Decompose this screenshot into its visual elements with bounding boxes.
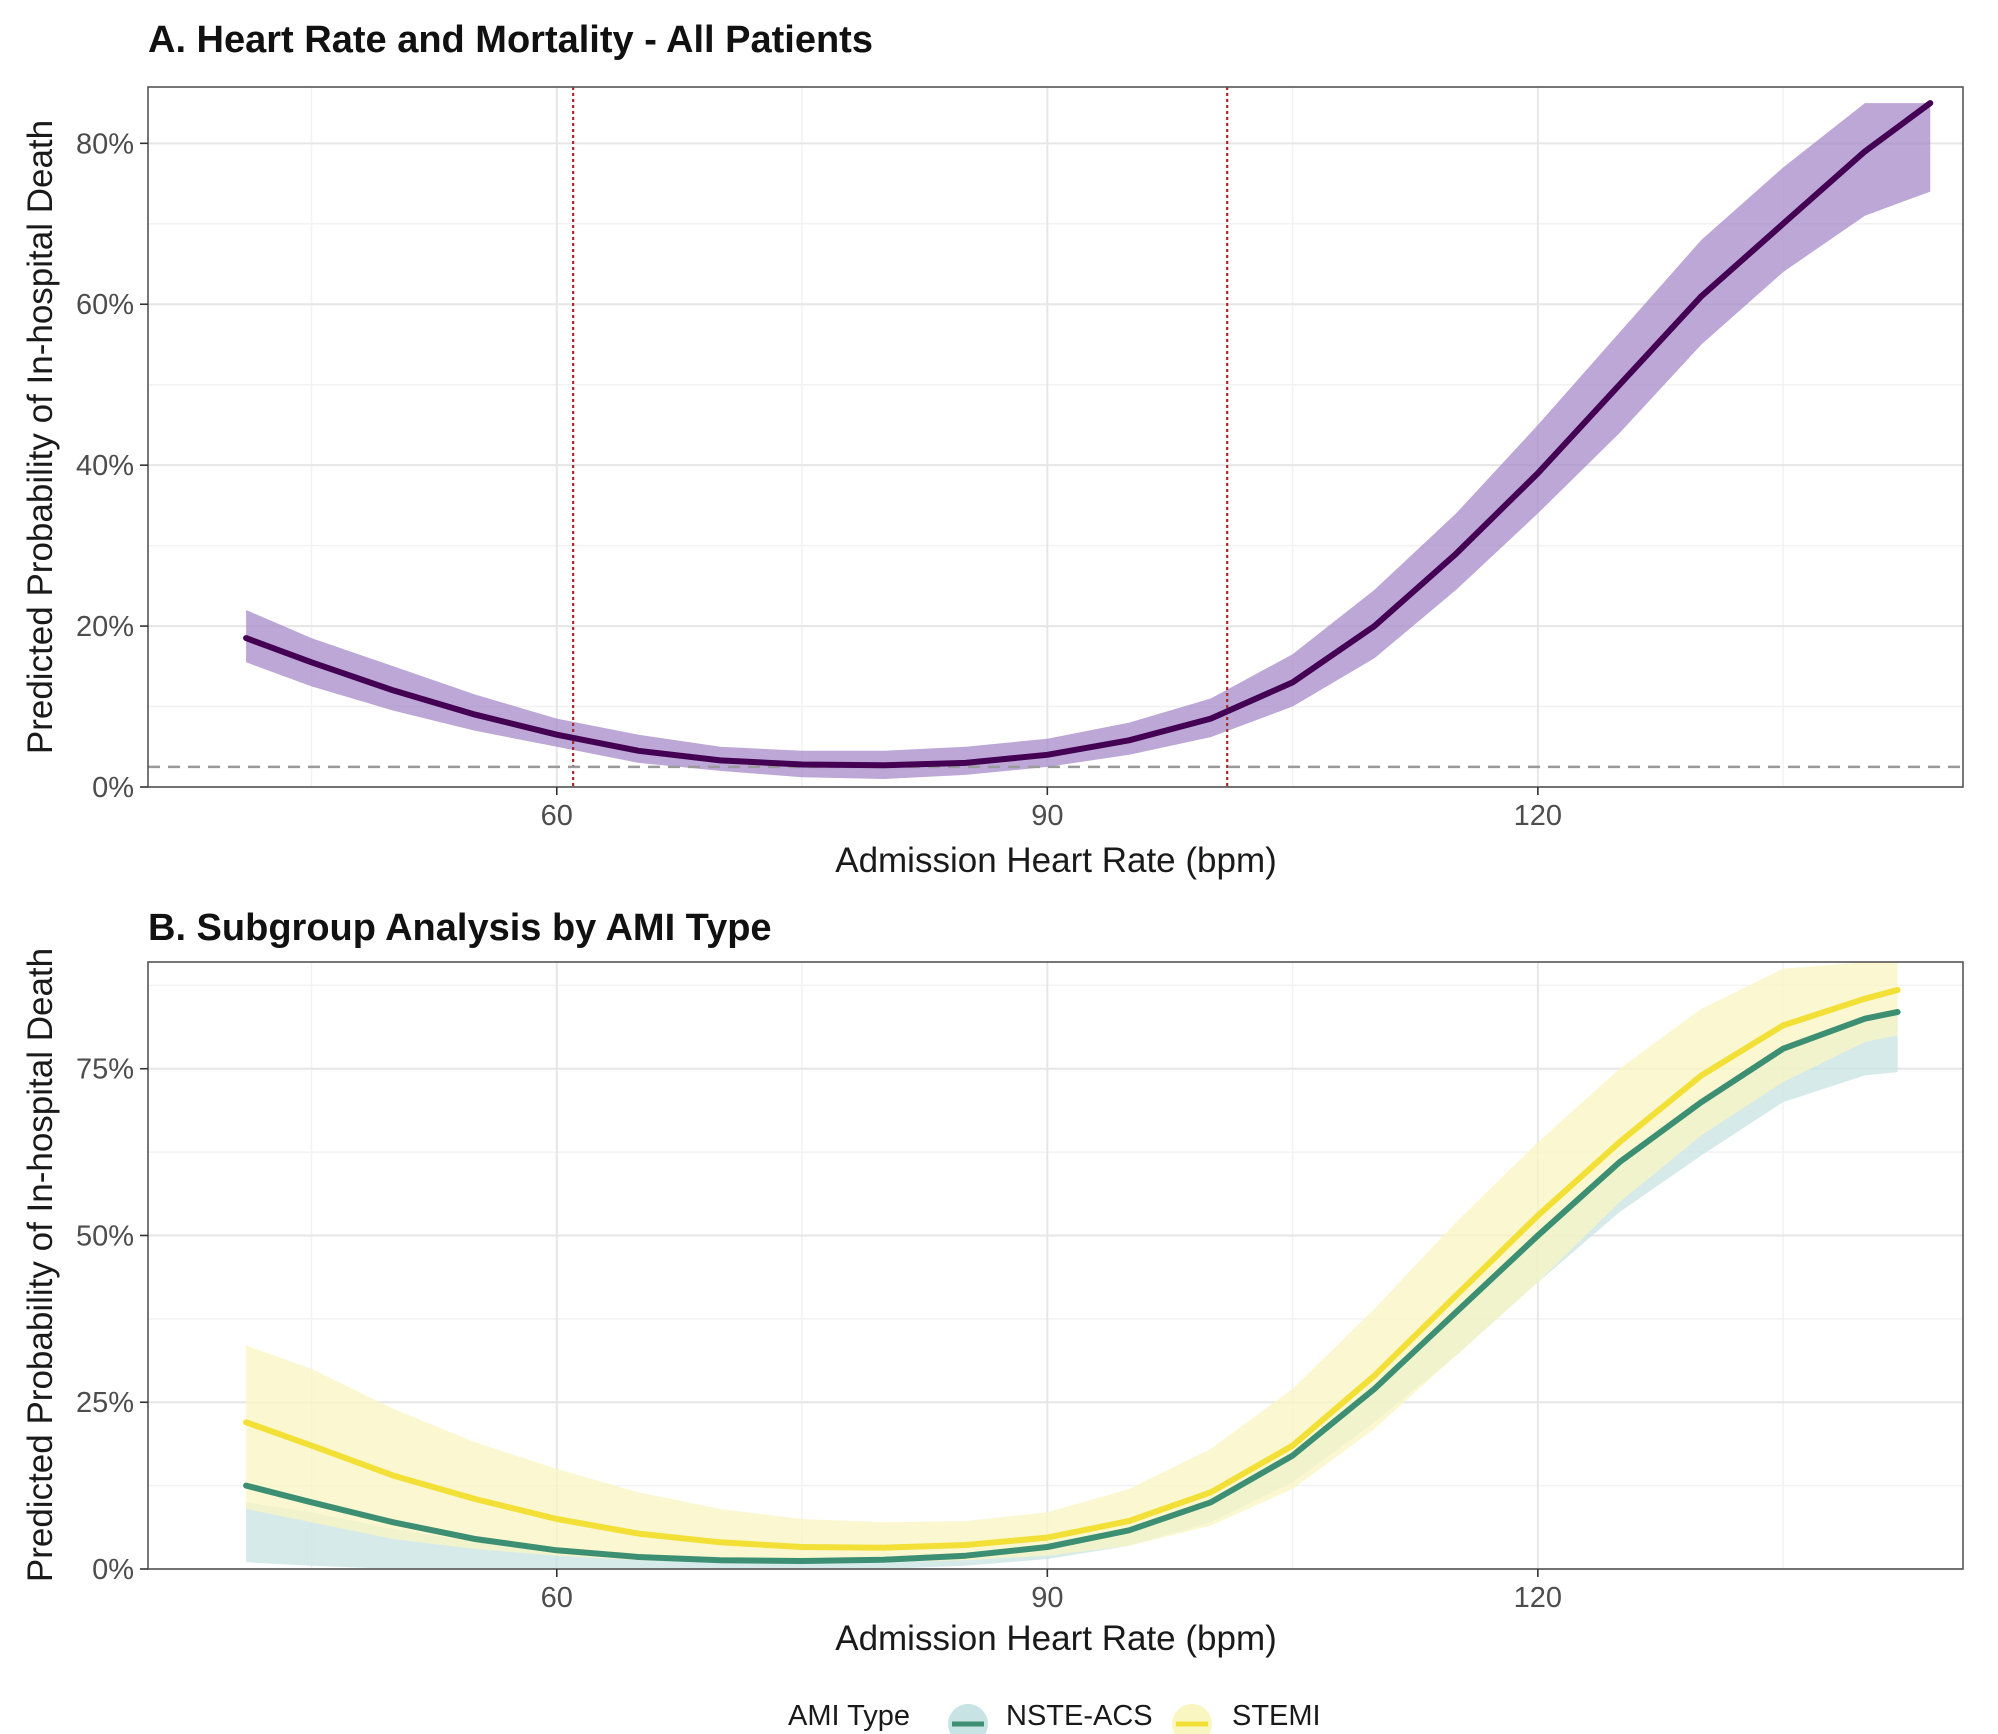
confidence-band-series-0 <box>246 103 1931 780</box>
panel-b-series-lines <box>243 987 1901 1564</box>
confidence-band-stemi <box>246 962 1898 1563</box>
panel-a-title: A. Heart Rate and Mortality - All Patien… <box>148 19 873 61</box>
legend-item-nste-acs: NSTE-ACS <box>948 1700 1153 1734</box>
y-tick-label: 20% <box>76 611 134 643</box>
y-tick-label: 0% <box>92 1554 134 1586</box>
legend-key-nste-acs-band <box>948 1704 988 1734</box>
x-tick-label: 60 <box>541 800 573 832</box>
legend-label-nste-acs: NSTE-ACS <box>1006 1700 1153 1732</box>
x-tick-label: 90 <box>1031 800 1063 832</box>
y-tick-label: 0% <box>92 772 134 804</box>
panel-b-title: B. Subgroup Analysis by AMI Type <box>148 907 772 949</box>
legend-label-stemi: STEMI <box>1232 1700 1321 1732</box>
x-tick-label: 120 <box>1514 800 1562 832</box>
y-tick-label: 40% <box>76 450 134 482</box>
y-tick-label: 75% <box>76 1054 134 1086</box>
panel-b-plot-border <box>147 961 1964 1570</box>
panel-b-x-ticks: 60 90 120 <box>541 1569 1562 1614</box>
legend: AMI Type NSTE-ACS STEMI <box>788 1700 1321 1734</box>
legend-title: AMI Type <box>788 1700 910 1732</box>
panel-b-y-ticks: 0% 25% 50% 75% <box>76 1054 148 1586</box>
panel-a-x-axis-title: Admission Heart Rate (bpm) <box>835 841 1277 880</box>
series-line-series-0 <box>243 100 1934 769</box>
panel-a-plot-border <box>147 86 1964 788</box>
series-line-nste-acs <box>243 1009 1901 1564</box>
panel-a: A. Heart Rate and Mortality - All Patien… <box>21 19 1964 880</box>
panel-a-series-lines <box>243 100 1934 769</box>
panel-b-x-axis-title: Admission Heart Rate (bpm) <box>835 1619 1277 1658</box>
panel-b-y-axis-title: Predicted Probability of In-hospital Dea… <box>21 948 60 1582</box>
panel-a-y-ticks: 0% 20% 40% 60% 80% <box>76 128 148 804</box>
x-tick-label: 60 <box>541 1582 573 1614</box>
panel-b-confidence-bands <box>246 962 1898 1569</box>
y-tick-label: 50% <box>76 1220 134 1252</box>
y-tick-label: 80% <box>76 128 134 160</box>
panel-b: B. Subgroup Analysis by AMI Type 60 90 120… <box>21 907 1964 1658</box>
panel-a-reference-lines <box>148 87 1963 787</box>
x-tick-label: 120 <box>1514 1582 1562 1614</box>
panel-a-y-axis-title: Predicted Probability of In-hospital Dea… <box>21 120 60 754</box>
panel-a-x-ticks: 60 90 120 <box>541 787 1562 832</box>
panel-a-plot-background <box>148 87 1963 787</box>
legend-item-stemi: STEMI <box>1172 1700 1321 1734</box>
legend-key-stemi-band <box>1172 1704 1212 1734</box>
y-tick-label: 60% <box>76 289 134 321</box>
y-tick-label: 25% <box>76 1387 134 1419</box>
panel-a-confidence-band <box>246 103 1931 780</box>
x-tick-label: 90 <box>1031 1582 1063 1614</box>
series-line-stemi <box>243 987 1901 1551</box>
